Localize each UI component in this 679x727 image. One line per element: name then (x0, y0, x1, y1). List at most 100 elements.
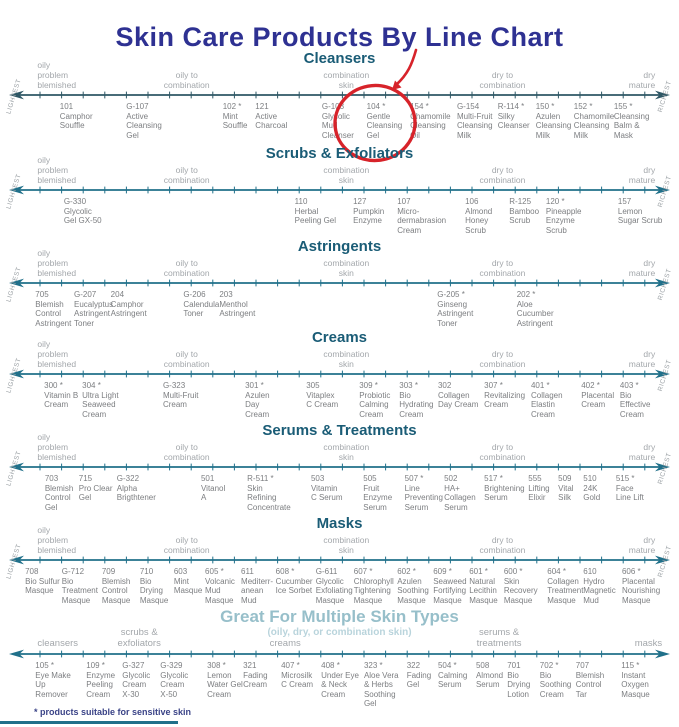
product-code: 203 (219, 290, 233, 299)
product-label: 300 * Vitamin B Cream (44, 381, 78, 410)
skin-zone-label: oily to combination (163, 257, 210, 278)
product-name: Glycolic Gel GX-50 (63, 206, 102, 226)
bottom-accent-bar (0, 721, 178, 724)
product-label: 307 * Revitalizing Cream (484, 381, 525, 410)
product-code: 555 (528, 474, 542, 483)
product-name: Azulen Soothing Masque (397, 576, 429, 605)
product-label: 715 Pro Clear Gel (79, 474, 113, 503)
product-code: 709 (101, 567, 116, 576)
product-label: G-611 Glycolic Exfoliating Masque (316, 567, 353, 605)
product-label: 120 * Pineapple Enzyme Scrub (546, 197, 582, 235)
product-label: 708 Bio Sulfur Masque (25, 567, 60, 596)
product-code: 309 * (359, 381, 378, 390)
skin-zone-label: oily problem blemished (37, 524, 77, 555)
product-label: G-103 Glycolic Mud Cleanser (322, 102, 354, 140)
product-name: Microsilk C Cream (281, 670, 314, 690)
product-name: Face Line Lift (615, 483, 644, 503)
product-code: 703 (44, 474, 59, 483)
product-name: Lifting Elixir (528, 483, 550, 503)
product-name: Lemon Sugar Scrub (617, 206, 663, 226)
product-name: Brightening Serum (484, 483, 525, 503)
product-label: G-206 Calendula Toner (183, 290, 219, 319)
product-label: 603 Mint Masque (174, 567, 202, 596)
product-name: Aloe Vera & Herbs Soothing Gel (363, 670, 399, 709)
product-label: 501 Vitanol A (201, 474, 225, 503)
skin-zone-label: creams (269, 637, 301, 649)
product-code: 321 (243, 661, 257, 670)
product-name: Chlorophyll Tightening Masque (353, 576, 394, 605)
product-code: 608 * (275, 567, 295, 576)
skin-zone-label: dry mature (628, 164, 656, 185)
product-label: 408 * Under Eye & Neck Cream (321, 661, 359, 699)
product-label: 152 * Chamomile Cleansing Milk (574, 102, 614, 140)
product-name: Blemish Control Tar (575, 670, 605, 699)
product-label: 610 Hydro Magnetic Mud (583, 567, 615, 605)
skin-zone-label: combination skin (323, 441, 370, 462)
product-name: Vitanol A (200, 483, 226, 503)
skin-zone-label: oily to combination (163, 164, 210, 185)
product-name: Natural Lecithin Masque (469, 576, 498, 605)
product-code: 707 (575, 661, 590, 670)
product-label: 102 * Mint Souffle (223, 102, 248, 131)
product-name: Placental Cream (581, 390, 615, 410)
skin-zone-label: oily problem blemished (37, 338, 77, 369)
product-name: Eucalyptus Astringent Toner (74, 299, 114, 328)
product-name: Bio Sulfur Masque (25, 576, 60, 596)
product-code: 157 (617, 197, 632, 206)
product-code: G-327 (122, 661, 145, 670)
skin-zone-label: oily to combination (163, 69, 210, 90)
product-name: Mint Souffle (222, 111, 248, 131)
section-creams: Creams oily problem blemished oily to comb… (0, 327, 679, 420)
section-great-for-multiple-skin-types: Great For Multiple Skin Types (oily, dry,… (0, 605, 679, 727)
product-label: 509 Vital Silk (558, 474, 573, 503)
product-code: 322 (406, 661, 421, 670)
skin-zone-label: oily problem blemished (37, 154, 77, 185)
product-code: 601 * (469, 567, 488, 576)
product-code: G-207 (74, 290, 97, 299)
section-title: Masks (316, 515, 363, 532)
product-name: Collagen Elastin Cream (530, 390, 563, 419)
section-title: Serums & Treatments (262, 422, 417, 439)
product-label: 303 * Bio Hydrating Cream (399, 381, 433, 419)
product-code: 517 * (484, 474, 503, 483)
product-code: G-323 (162, 381, 186, 390)
product-label: 703 Blemish Control Gel (45, 474, 73, 512)
product-code: 120 * (545, 197, 565, 206)
skin-zone-label: combination skin (323, 348, 370, 369)
product-code: 501 (200, 474, 215, 483)
product-code: G-103 (321, 102, 345, 111)
product-name: Almond Serum (475, 670, 504, 690)
product-label: 101 Camphor Souffle (60, 102, 93, 131)
product-code: 323 * (363, 661, 383, 670)
product-name: Pumpkin Enzyme (353, 206, 385, 226)
product-code: 307 * (484, 381, 503, 390)
product-label: 305 Vitaplex C Cream (306, 381, 338, 410)
product-label: 507 * Line Preventing Serum (405, 474, 443, 512)
skin-zone-label: cleansers (37, 637, 79, 649)
skin-zone-label: dry to combination (479, 164, 526, 185)
product-name: Vitamin C Serum (310, 483, 343, 503)
product-label: 502 HA+ Collagen Serum (444, 474, 476, 512)
product-code: 101 (59, 102, 74, 111)
product-label: 104 * Gentle Cleansing Gel (367, 102, 403, 140)
product-name: Eye Make Up Remover (35, 670, 71, 699)
skin-zone-label: dry mature (628, 69, 656, 90)
product-name: Instant Oxygen Masque (621, 670, 650, 699)
product-label: 127 Pumpkin Enzyme (353, 197, 384, 226)
product-name: Bio Soothing Cream (539, 670, 572, 699)
product-code: 610 (583, 567, 597, 576)
product-code: G-712 (61, 567, 85, 576)
product-code: 152 * (573, 102, 593, 111)
product-label: G-205 * Ginseng Astringent Toner (437, 290, 473, 328)
product-name: Hydro Magnetic Mud (583, 576, 616, 605)
product-label: G-207 Eucalyptus Astringent Toner (74, 290, 113, 328)
product-label: 155 * Cleansing Balm & Mask (614, 102, 650, 140)
product-code: 604 * (547, 567, 566, 576)
product-label: 600 * Skin Recovery Masque (504, 567, 538, 605)
product-name: Glycolic Mud Cleanser (321, 111, 354, 140)
product-label: 605 * Volcanic Mud Masque (205, 567, 235, 605)
product-name: Enzyme Peeling Cream (86, 670, 116, 699)
product-code: 121 (255, 102, 269, 111)
product-name: Alpha Brigthtener (116, 483, 156, 503)
